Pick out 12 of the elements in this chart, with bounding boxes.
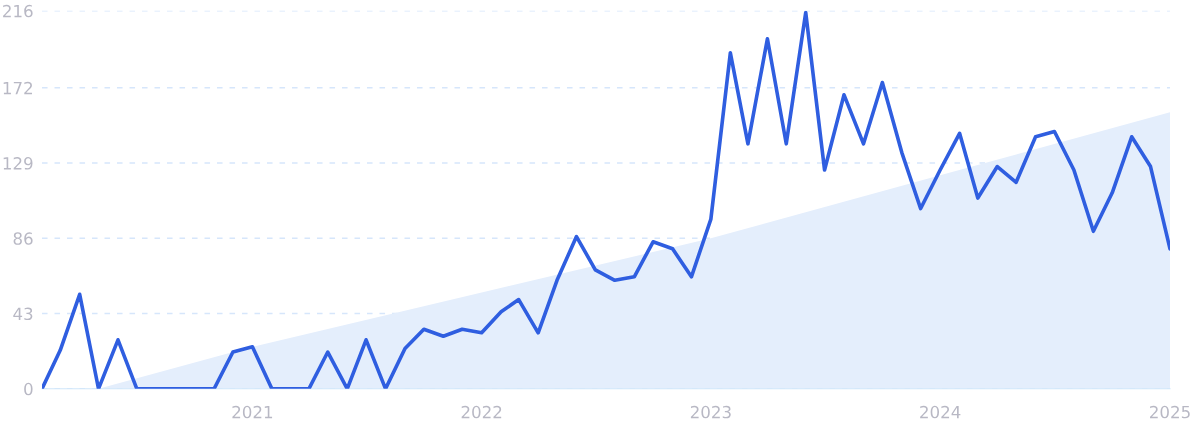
x-tick-label: 2022 xyxy=(461,405,502,419)
y-tick-label: 129 xyxy=(3,157,33,170)
x-tick-label: 2024 xyxy=(920,405,961,419)
x-tick-label: 2021 xyxy=(232,405,273,419)
x-tick-label: 2023 xyxy=(690,405,731,419)
y-tick-label: 172 xyxy=(3,81,32,95)
y-tick-label: 43 xyxy=(13,307,33,321)
line-series xyxy=(42,10,1170,389)
x-tick-label: 2025 xyxy=(1150,405,1190,419)
y-tick-label: 216 xyxy=(3,4,33,18)
y-tick-label: 0 xyxy=(24,382,33,396)
y-tick-label: 86 xyxy=(13,232,33,245)
